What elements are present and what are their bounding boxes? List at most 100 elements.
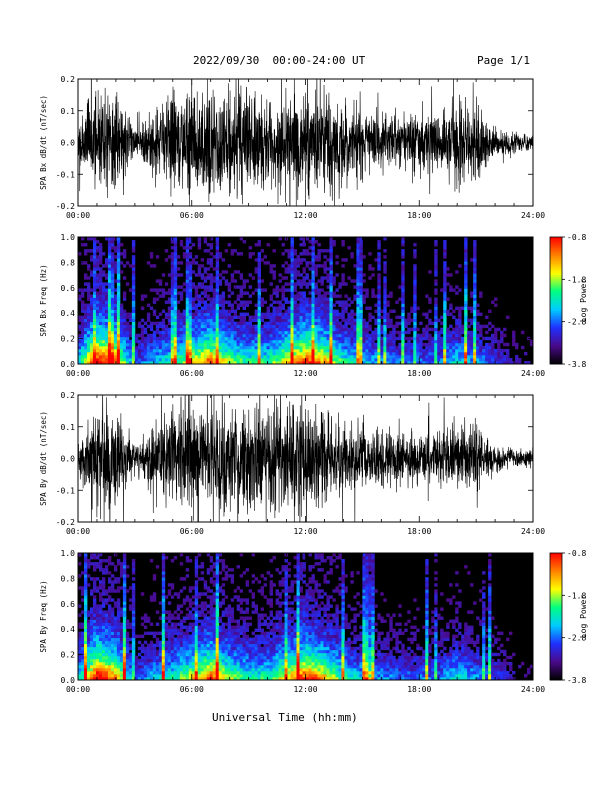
heatmap-cell [185, 243, 190, 247]
heatmap-cell [194, 565, 199, 569]
heatmap-cell [377, 339, 381, 344]
heatmap-cell [161, 607, 166, 611]
heatmap-cell [161, 643, 166, 648]
heatmap-cell [167, 288, 172, 292]
heatmap-cell [395, 357, 399, 362]
heatmap-cell [281, 333, 285, 338]
heatmap-cell [95, 345, 100, 350]
heatmap-cell [311, 351, 315, 356]
heatmap-cell [482, 354, 486, 359]
heatmap-cell [104, 273, 109, 277]
heatmap-cell [122, 577, 127, 581]
heatmap-cell [113, 646, 118, 651]
heatmap-cell [140, 643, 145, 648]
heatmap-cell [116, 646, 121, 651]
heatmap-cell [107, 670, 112, 675]
heatmap-cell [401, 330, 405, 335]
heatmap-cell [377, 345, 381, 350]
heatmap-cell [158, 330, 163, 335]
heatmap-cell [86, 282, 91, 286]
heatmap-cell [104, 571, 109, 575]
heatmap-cell [83, 604, 88, 608]
heatmap-cell [173, 673, 178, 678]
heatmap-cell [119, 628, 124, 633]
heatmap-cell [479, 330, 483, 335]
heatmap-cell [296, 261, 300, 265]
heatmap-cell [257, 273, 261, 277]
heatmap-cell [431, 327, 435, 332]
heatmap-cell [407, 330, 411, 335]
heatmap-cell [110, 300, 115, 304]
heatmap-cell [119, 348, 124, 353]
heatmap-cell [83, 306, 88, 310]
heatmap-cell [506, 351, 510, 356]
heatmap-cell [230, 279, 235, 283]
heatmap-cell [359, 261, 363, 265]
heatmap-cell [314, 339, 318, 344]
heatmap-cell [224, 279, 229, 283]
heatmap-cell [266, 330, 270, 335]
heatmap-cell [242, 342, 247, 347]
heatmap-cell [278, 327, 282, 332]
heatmap-cell [194, 255, 199, 259]
heatmap-cell [152, 676, 157, 680]
heatmap-cell [431, 351, 435, 356]
heatmap-cell [179, 667, 184, 672]
heatmap-cell [428, 318, 432, 323]
heatmap-cell [182, 255, 187, 259]
heatmap-cell [287, 309, 291, 313]
heatmap-cell [200, 577, 205, 581]
heatmap-cell [221, 360, 226, 364]
heatmap-cell [197, 655, 202, 660]
heatmap-cell [206, 303, 211, 307]
heatmap-cell [98, 321, 103, 326]
heatmap-cell [362, 294, 366, 298]
heatmap-cell [119, 309, 124, 313]
heatmap-cell [101, 285, 106, 289]
heatmap-cell [131, 357, 136, 362]
heatmap-cell [146, 667, 151, 672]
heatmap-cell [368, 354, 372, 359]
heatmap-cell [164, 664, 169, 669]
heatmap-cell [101, 345, 106, 350]
heatmap-cell [107, 616, 112, 620]
heatmap-cell [155, 622, 160, 626]
heatmap-cell [206, 360, 211, 364]
heatmap-cell [326, 309, 330, 313]
heatmap-cell [428, 270, 432, 274]
heatmap-cell [209, 276, 214, 280]
heatmap-cell [176, 649, 181, 654]
heatmap-cell [476, 342, 480, 347]
heatmap-cell [78, 586, 82, 590]
heatmap-cell [191, 312, 196, 317]
heatmap-cell [416, 327, 420, 332]
heatmap-cell [380, 327, 384, 332]
heatmap-cell [203, 270, 208, 274]
heatmap-cell [365, 333, 369, 338]
heatmap-cell [341, 312, 345, 317]
heatmap-cell [350, 327, 354, 332]
heatmap-cell [305, 237, 309, 241]
heatmap-cell [374, 351, 378, 356]
heatmap-cell [89, 309, 94, 313]
heatmap-cell [356, 285, 360, 289]
heatmap-cell [119, 270, 124, 274]
heatmap-cell [134, 339, 139, 344]
heatmap-cell [290, 255, 294, 259]
heatmap-cell [89, 258, 94, 262]
heatmap-cell [116, 640, 121, 645]
heatmap-cell [122, 670, 127, 675]
heatmap-cell [146, 357, 151, 362]
heatmap-cell [293, 282, 297, 286]
heatmap-cell [92, 360, 97, 364]
heatmap-cell [209, 261, 214, 265]
heatmap-cell [116, 601, 121, 605]
heatmap-cell [119, 568, 124, 572]
heatmap-cell [188, 667, 193, 672]
heatmap-cell [155, 288, 160, 292]
heatmap-cell [338, 327, 342, 332]
heatmap-cell [221, 327, 226, 332]
heatmap-cell [170, 273, 175, 277]
heatmap-cell [440, 339, 444, 344]
heatmap-cell [329, 321, 333, 326]
